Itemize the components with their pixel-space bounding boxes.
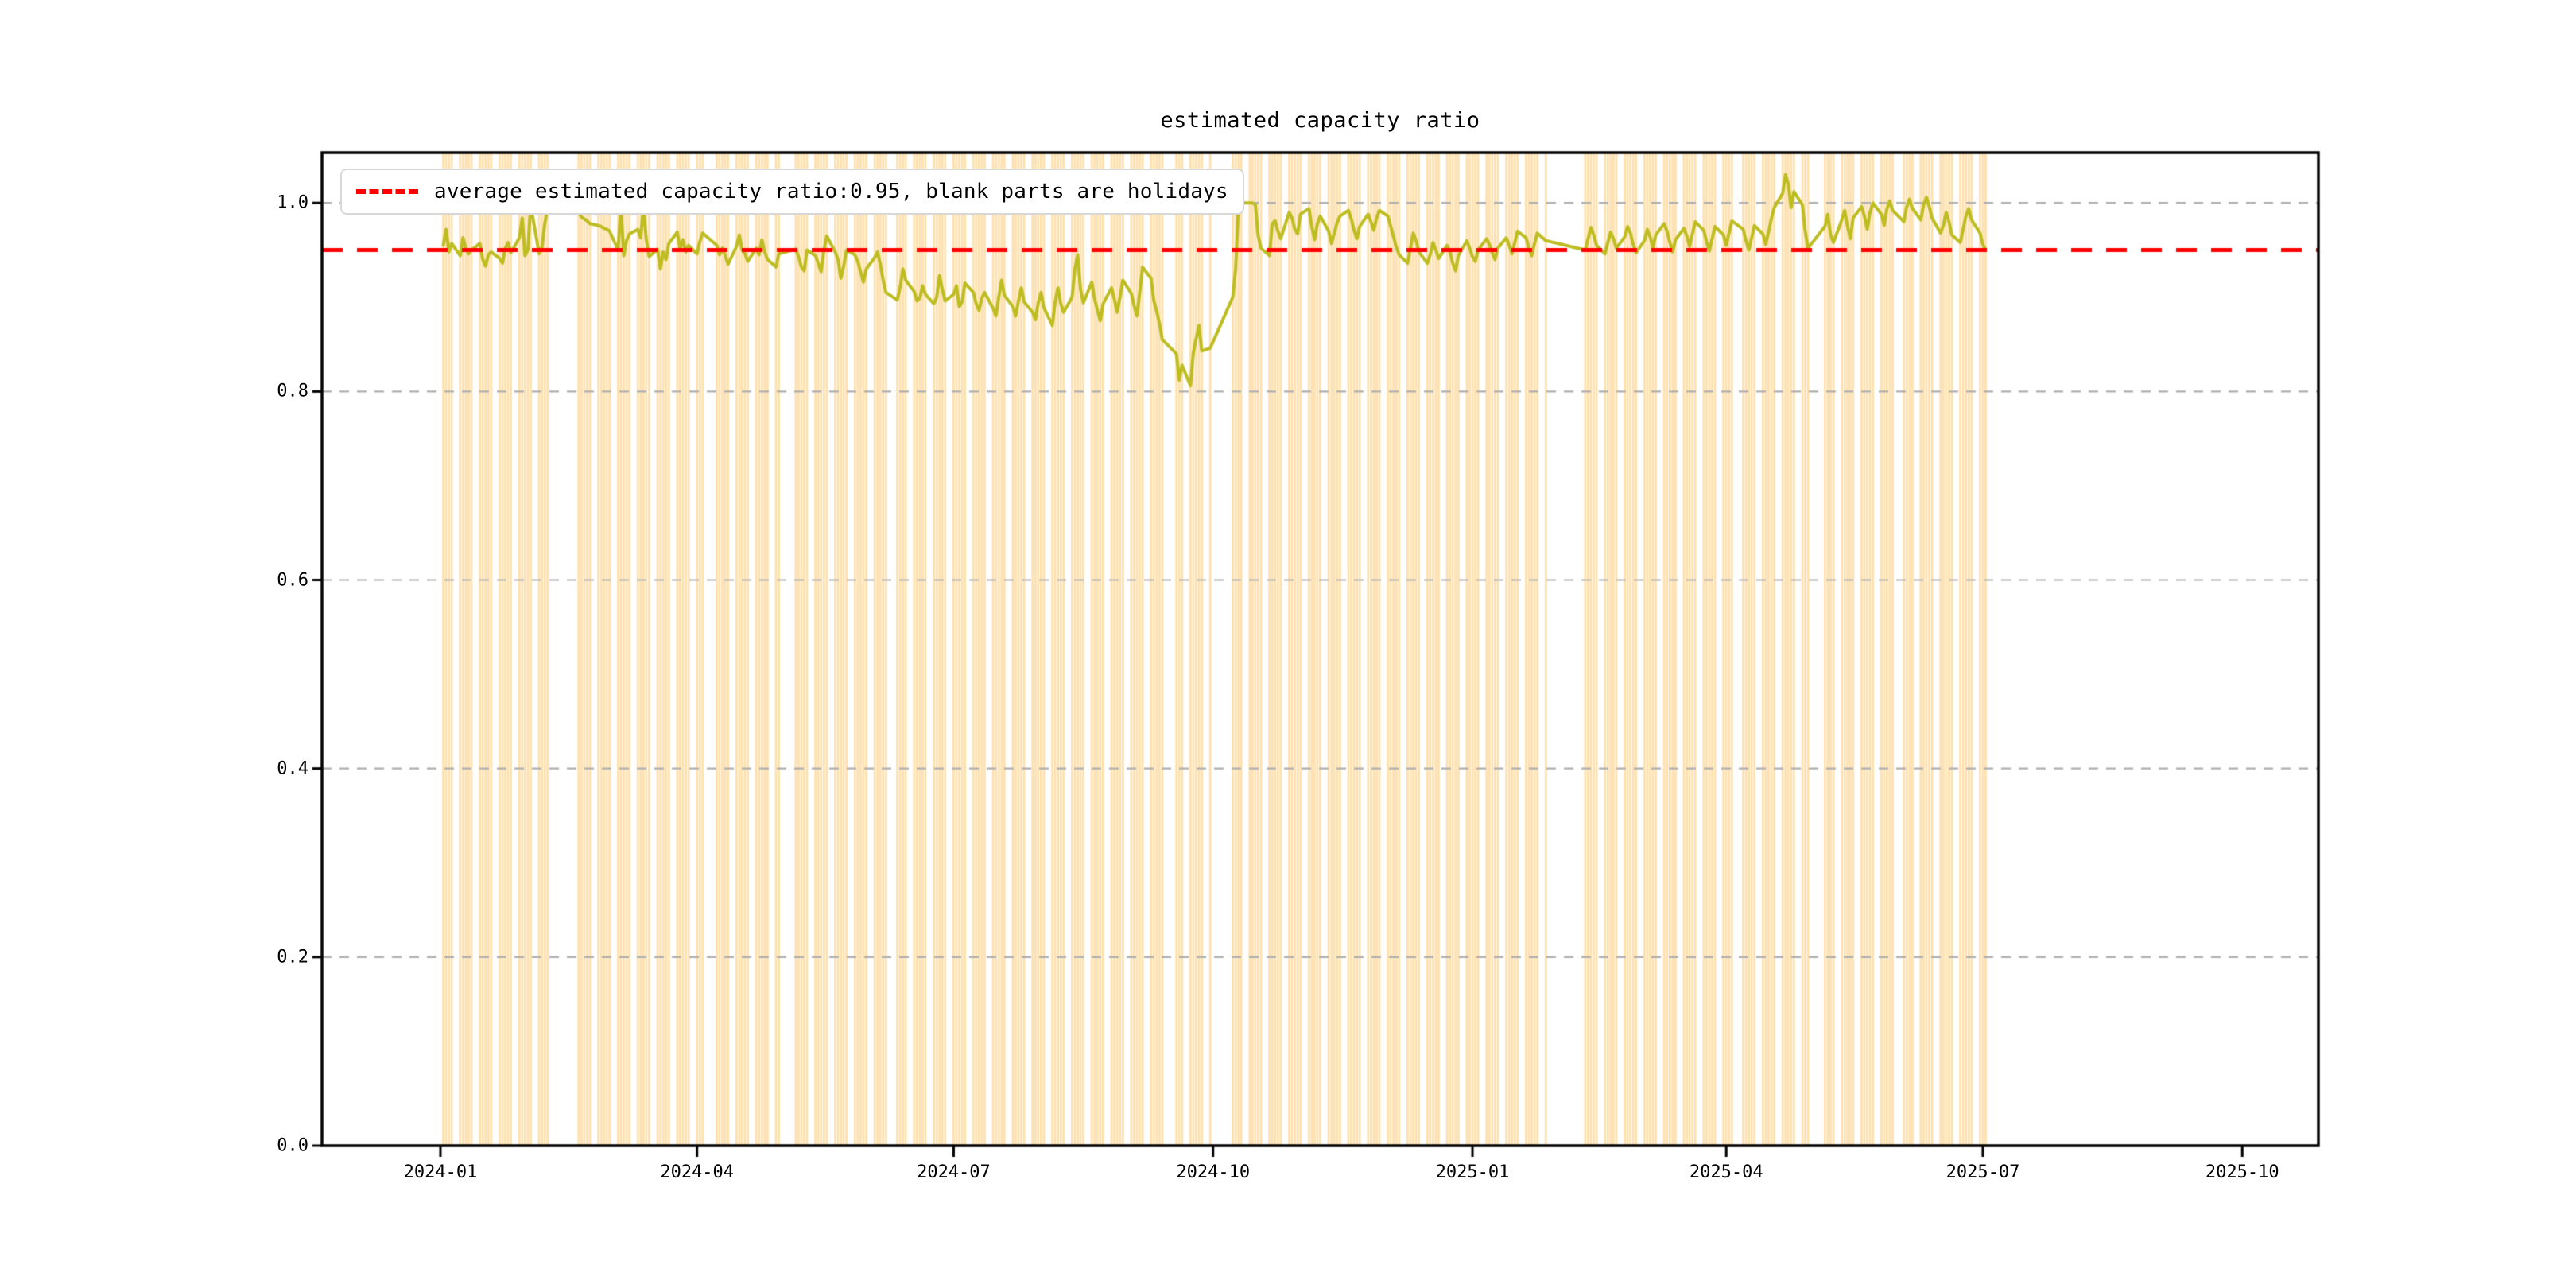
x-axis-tick-label: 2024-04 <box>660 1162 735 1182</box>
x-axis-tick-label: 2025-04 <box>1689 1162 1763 1182</box>
x-axis-tick-label: 2024-10 <box>1176 1162 1251 1182</box>
y-axis-tick-label: 0.8 <box>277 381 308 402</box>
legend-label: average estimated capacity ratio:0.95, b… <box>434 180 1228 204</box>
legend-dashed-line-icon <box>356 189 418 194</box>
x-axis-tick-label: 2024-01 <box>403 1162 478 1182</box>
y-axis-tick-label: 0.2 <box>277 947 308 968</box>
x-axis-tick-label: 2025-10 <box>2205 1162 2279 1182</box>
y-axis-tick-label: 0.4 <box>277 758 308 779</box>
legend: average estimated capacity ratio:0.95, b… <box>340 169 1244 215</box>
x-axis-tick-label: 2025-07 <box>1946 1162 2020 1182</box>
y-axis-tick-label: 0.6 <box>277 570 308 591</box>
y-axis-tick-label: 0.0 <box>277 1135 308 1156</box>
y-axis-tick-labels: 1.0 0.8 0.6 0.4 0.2 0.0 <box>239 0 308 1288</box>
x-axis-tick-label: 2025-01 <box>1435 1162 1510 1182</box>
chart-title: estimated capacity ratio <box>1160 108 1480 133</box>
y-axis-tick-label: 1.0 <box>277 192 308 213</box>
x-axis-tick-label: 2024-07 <box>917 1162 991 1182</box>
